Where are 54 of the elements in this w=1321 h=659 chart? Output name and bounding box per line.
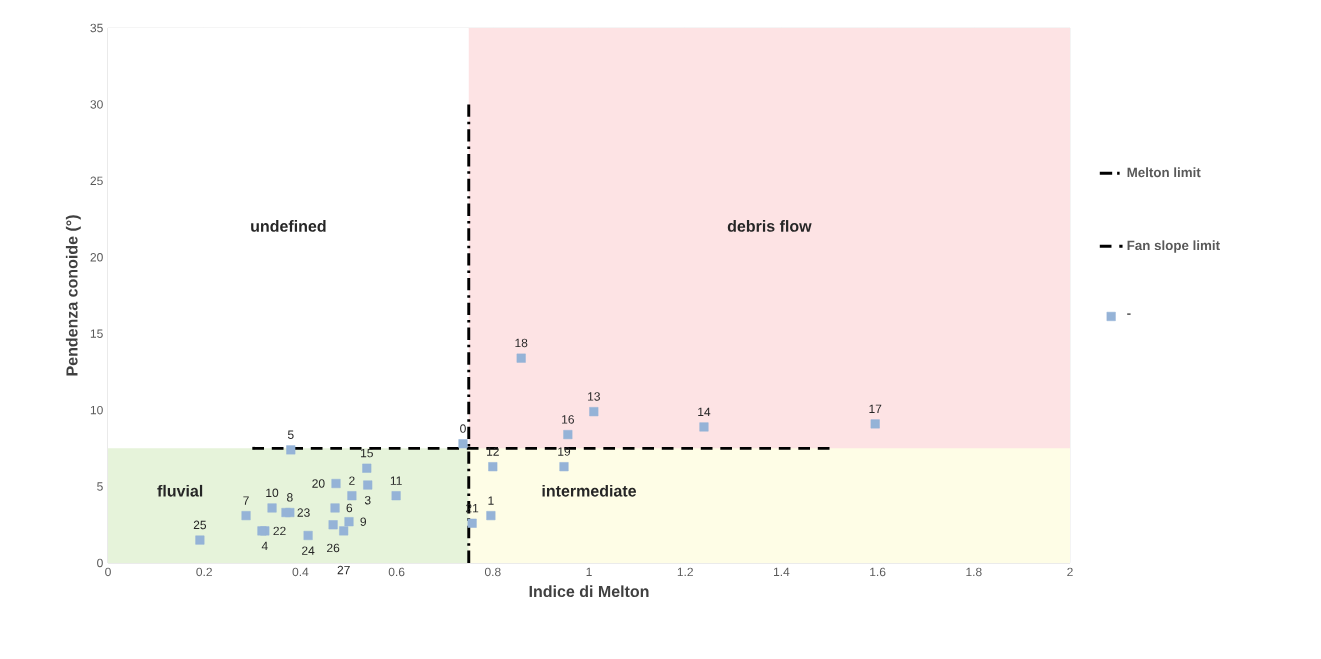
annotation: 10	[266, 488, 279, 498]
y-tick-label: 15	[90, 329, 103, 338]
annotation: 13	[588, 392, 600, 401]
legend-label: Fan slope limit	[1127, 240, 1220, 253]
y-tick-label: 35	[90, 23, 103, 33]
x-tick-label: 1	[586, 567, 592, 576]
annotation: 25	[193, 520, 207, 530]
annotation: 20	[312, 479, 325, 488]
x-axis-title: Indice di Melton	[529, 585, 649, 598]
x-tick-label: 0.2	[196, 567, 212, 577]
x-tick-label: 2	[1067, 567, 1073, 577]
annotation: 11	[390, 476, 402, 485]
y-tick-label: 20	[90, 253, 103, 262]
annotation: 24	[302, 546, 315, 555]
legend-label: Melton limit	[1127, 167, 1201, 178]
annotation: 2	[349, 476, 355, 485]
y-axis-title: Pendenza conoide (°)	[65, 215, 81, 376]
annotation: 7	[243, 496, 249, 505]
annotation: 18	[515, 338, 528, 348]
annotation: 4	[261, 541, 268, 551]
annotation: 0	[460, 424, 466, 433]
x-tick-label: 1.8	[966, 567, 982, 577]
legend-label: -	[1127, 313, 1131, 315]
annotation: 27	[337, 565, 350, 575]
x-tick-label: 1.2	[677, 567, 693, 577]
annotation: 15	[361, 448, 373, 458]
series-label: fluvial	[157, 484, 203, 497]
series-label: intermediate	[542, 484, 637, 497]
annotation: 6	[346, 503, 353, 513]
annotation: 22	[273, 526, 286, 536]
x-tick-label: 1.6	[870, 567, 886, 577]
annotation: 1	[488, 496, 494, 505]
annotation: 14	[698, 407, 711, 417]
y-tick-label: 10	[90, 405, 103, 415]
annotation: 9	[360, 517, 367, 526]
x-tick-label: 0.8	[484, 567, 501, 577]
y-tick-label: 30	[90, 100, 103, 109]
y-tick-label: 25	[90, 176, 103, 186]
annotation: 16	[562, 415, 574, 424]
annotation: 19	[558, 447, 571, 456]
annotation: 23	[297, 508, 310, 517]
annotation: 5	[287, 430, 294, 439]
y-tick-label: 0	[97, 558, 103, 568]
annotation: 8	[287, 493, 293, 502]
x-tick-label: 0.4	[292, 567, 309, 577]
series-label: undefined	[251, 220, 326, 232]
series-label: debris flow	[727, 220, 812, 232]
y-tick-label: 5	[97, 482, 103, 491]
x-tick-label: 1.4	[773, 567, 790, 576]
x-tick-label: 0	[105, 567, 111, 577]
x-tick-label: 0.6	[388, 567, 405, 577]
annotation: 17	[869, 404, 882, 413]
annotation: 26	[327, 543, 340, 553]
annotation: 3	[364, 495, 371, 505]
